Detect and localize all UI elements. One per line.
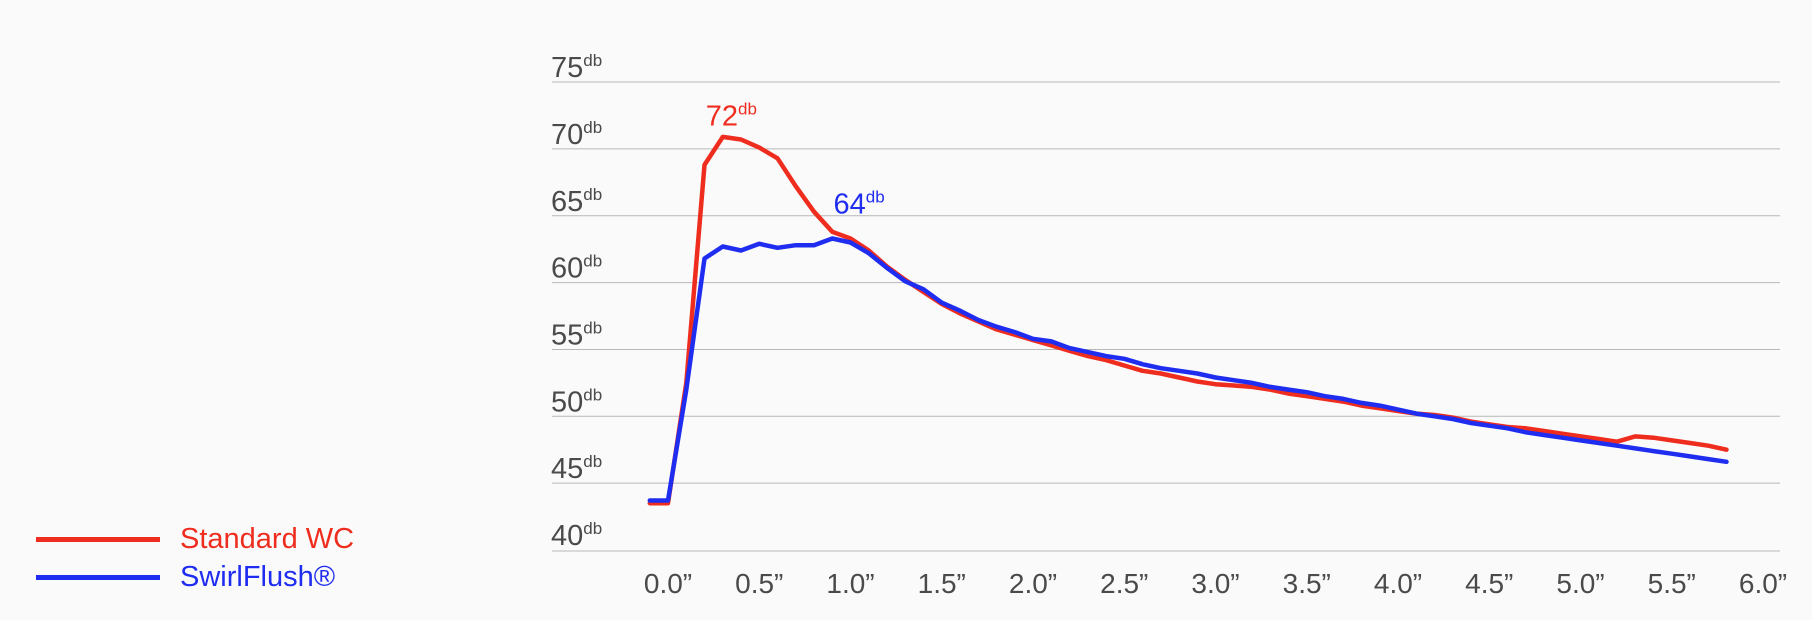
x-tick-label-10: 5.0” [1556,568,1604,599]
y-tick-label-65-unit: db [583,185,602,204]
x-tick-label-0: 0.0” [644,568,692,599]
x-tick-label-5: 2.5” [1100,568,1148,599]
x-tick-label-7: 3.5” [1283,568,1331,599]
y-tick-label-75-value: 75 [551,52,583,84]
x-tick-label-4: 2.0” [1009,568,1057,599]
legend-label-swirlflush: SwirlFlush® [180,560,336,593]
y-tick-label-50: 50db [551,385,602,418]
data-series [647,134,1729,506]
series-line-0 [647,134,1729,506]
x-axis-labels: 0.0” 0.5” 1.0” 1.5” 2.0” 2.5” 3.0” 3.5” 4.0” 4.5”… [644,568,1787,599]
x-tick-label-3: 1.5” [918,568,966,599]
grid-lines [552,81,1780,552]
y-tick-label-40-unit: db [583,519,602,538]
y-tick-label-45-value: 45 [551,453,583,485]
y-tick-label-60: 60db [551,252,602,285]
x-tick-label-6: 3.0” [1191,568,1239,599]
peak-label-0: 72db [706,99,757,132]
x-tick-label-9: 4.5” [1465,568,1513,599]
peak-label-1: 64db [834,188,885,221]
legend-item-standard-wc: Standard WC [36,520,354,558]
y-tick-label-75-unit: db [583,51,602,70]
y-tick-label-75: 75db [551,51,602,84]
y-tick-label-55-value: 55 [551,319,583,351]
peak-label-1-value: 64 [834,189,866,221]
legend-swatch-standard-wc [36,536,160,542]
x-tick-label-1: 0.5” [735,568,783,599]
y-tick-label-65: 65db [551,185,602,218]
series-line-1 [647,236,1729,503]
legend-label-standard-wc: Standard WC [180,522,355,555]
y-tick-label-70: 70db [551,118,602,151]
x-tick-label-12: 6.0” [1739,568,1787,599]
y-tick-label-60-unit: db [583,252,602,271]
y-tick-label-55: 55db [551,318,602,351]
y-tick-label-50-value: 50 [551,386,583,418]
y-tick-label-60-value: 60 [551,253,583,285]
y-tick-label-50-unit: db [583,385,602,404]
y-tick-label-45: 45db [551,452,602,485]
peak-label-1-unit: db [866,188,885,207]
legend-item-swirlflush: SwirlFlush® [36,558,354,596]
y-tick-label-40-value: 40 [551,520,583,552]
y-tick-label-65-value: 65 [551,186,583,218]
y-tick-label-40: 40db [551,519,602,552]
y-tick-label-45-unit: db [583,452,602,471]
peak-label-0-value: 72 [706,100,738,132]
x-tick-label-8: 4.0” [1374,568,1422,599]
x-tick-label-2: 1.0” [826,568,874,599]
legend: Standard WC SwirlFlush® [36,520,354,596]
y-tick-label-70-value: 70 [551,119,583,151]
x-tick-label-11: 5.5” [1648,568,1696,599]
peak-label-0-unit: db [738,99,757,118]
legend-swatch-swirlflush [36,574,160,580]
y-tick-label-70-unit: db [583,118,602,137]
y-tick-label-55-unit: db [583,318,602,337]
